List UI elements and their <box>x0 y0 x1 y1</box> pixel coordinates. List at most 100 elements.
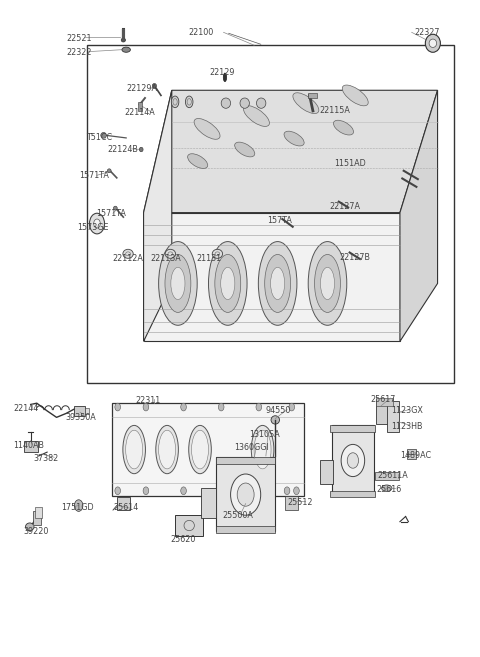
Circle shape <box>115 487 120 495</box>
Circle shape <box>237 483 254 506</box>
Text: 22129A: 22129A <box>126 85 157 93</box>
Text: 22311: 22311 <box>135 396 161 405</box>
Circle shape <box>218 487 224 495</box>
Text: T51CC: T51CC <box>86 133 112 143</box>
Circle shape <box>94 219 100 228</box>
Bar <box>320 460 333 484</box>
Bar <box>308 93 317 98</box>
Ellipse shape <box>123 425 145 474</box>
Circle shape <box>143 403 149 411</box>
Ellipse shape <box>258 242 297 325</box>
Circle shape <box>143 487 149 495</box>
Text: 25614: 25614 <box>113 503 138 512</box>
Bar <box>387 401 398 432</box>
Text: 1310SA: 1310SA <box>250 430 280 439</box>
Bar <box>332 425 374 496</box>
Ellipse shape <box>158 430 176 469</box>
Ellipse shape <box>152 83 156 88</box>
Text: 39220: 39220 <box>24 527 49 536</box>
Ellipse shape <box>156 425 179 474</box>
Ellipse shape <box>108 169 111 173</box>
Circle shape <box>89 214 105 234</box>
Text: 22115A: 22115A <box>319 106 350 116</box>
Text: 25500A: 25500A <box>222 510 253 520</box>
Bar <box>407 449 416 459</box>
Ellipse shape <box>221 267 235 300</box>
Circle shape <box>181 403 186 411</box>
Text: 21131: 21131 <box>197 254 222 263</box>
Bar <box>117 497 130 510</box>
Text: 25616: 25616 <box>376 485 402 494</box>
Bar <box>375 472 399 480</box>
Polygon shape <box>400 90 438 342</box>
Ellipse shape <box>212 249 223 258</box>
Circle shape <box>294 487 299 495</box>
Ellipse shape <box>256 98 266 108</box>
Circle shape <box>230 474 261 515</box>
Ellipse shape <box>240 98 250 108</box>
Text: 22114A: 22114A <box>125 108 156 117</box>
Ellipse shape <box>139 147 143 152</box>
Ellipse shape <box>314 254 340 313</box>
Ellipse shape <box>429 39 437 47</box>
Bar <box>36 507 42 518</box>
Ellipse shape <box>221 98 230 108</box>
Bar <box>74 406 85 416</box>
Ellipse shape <box>158 242 197 325</box>
Bar <box>216 457 275 532</box>
Circle shape <box>218 403 224 411</box>
Ellipse shape <box>252 425 274 474</box>
Ellipse shape <box>264 254 290 313</box>
Ellipse shape <box>25 523 34 531</box>
Bar <box>330 425 375 432</box>
Text: 22112A: 22112A <box>112 254 143 263</box>
Polygon shape <box>144 90 172 342</box>
Text: 22127B: 22127B <box>340 253 371 262</box>
Bar <box>33 510 41 525</box>
Text: 1140AB: 1140AB <box>13 442 44 450</box>
Circle shape <box>347 453 359 468</box>
Ellipse shape <box>321 267 335 300</box>
Ellipse shape <box>123 249 133 258</box>
Circle shape <box>341 444 365 476</box>
Bar <box>87 45 454 383</box>
Text: 1573GE: 1573GE <box>77 223 108 232</box>
Text: 22144: 22144 <box>13 405 38 413</box>
Ellipse shape <box>122 47 131 53</box>
Ellipse shape <box>165 254 191 313</box>
Text: 1123HB: 1123HB <box>392 422 423 431</box>
Ellipse shape <box>171 267 185 300</box>
Text: 22327: 22327 <box>414 28 440 37</box>
Text: 1360GGI: 1360GGI <box>234 443 269 452</box>
Ellipse shape <box>308 242 347 325</box>
Text: 25512: 25512 <box>287 498 312 507</box>
Circle shape <box>256 403 262 411</box>
Ellipse shape <box>284 131 304 146</box>
Text: 1151AD: 1151AD <box>334 158 366 168</box>
Text: 22124B: 22124B <box>108 145 138 154</box>
Ellipse shape <box>334 120 354 135</box>
Ellipse shape <box>192 430 208 469</box>
Text: 94550: 94550 <box>266 407 291 415</box>
Text: 22113A: 22113A <box>151 254 181 263</box>
Bar <box>138 102 142 111</box>
Polygon shape <box>144 90 438 213</box>
Ellipse shape <box>171 96 179 108</box>
Circle shape <box>256 487 262 495</box>
Ellipse shape <box>121 38 125 42</box>
Text: 1123GX: 1123GX <box>392 407 423 415</box>
Text: 25617: 25617 <box>371 395 396 404</box>
Bar <box>216 526 275 533</box>
Ellipse shape <box>126 430 143 469</box>
Bar <box>216 457 275 464</box>
Text: 157TA: 157TA <box>267 216 292 225</box>
Bar <box>376 398 393 406</box>
Text: 37382: 37382 <box>33 454 58 463</box>
Bar <box>202 487 216 518</box>
Bar <box>330 491 375 497</box>
Ellipse shape <box>271 267 285 300</box>
Text: 1571TA: 1571TA <box>79 171 109 181</box>
Ellipse shape <box>271 416 279 424</box>
Bar <box>285 496 299 510</box>
Ellipse shape <box>342 85 368 106</box>
